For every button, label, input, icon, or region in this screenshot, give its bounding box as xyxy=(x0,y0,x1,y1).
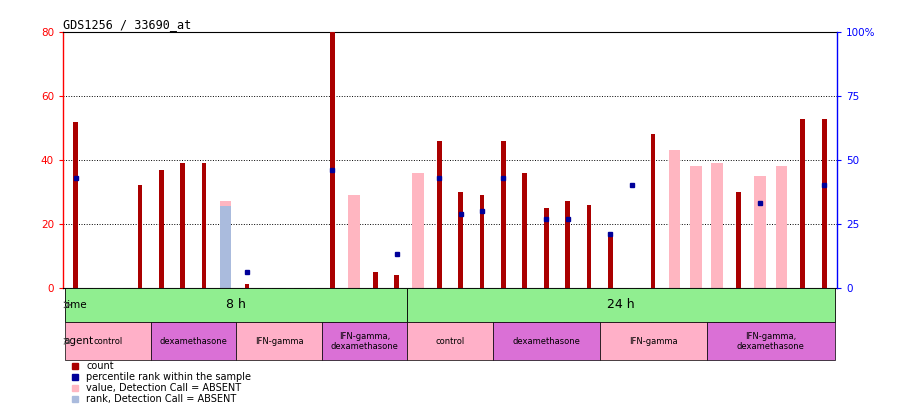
Bar xyxy=(150,322,236,360)
Text: GSM31707: GSM31707 xyxy=(351,290,356,328)
Bar xyxy=(501,141,506,288)
Text: GSM31678: GSM31678 xyxy=(436,290,442,328)
Text: IFN-gamma,
dexamethasone: IFN-gamma, dexamethasone xyxy=(330,332,399,351)
Bar xyxy=(407,288,835,322)
Bar xyxy=(394,275,399,288)
Text: IFN-gamma: IFN-gamma xyxy=(629,337,678,346)
Text: GSM31706: GSM31706 xyxy=(329,290,336,328)
Bar xyxy=(608,233,613,288)
Text: value, Detection Call = ABSENT: value, Detection Call = ABSENT xyxy=(86,383,241,393)
Text: percentile rank within the sample: percentile rank within the sample xyxy=(86,372,251,382)
Bar xyxy=(65,288,407,322)
Text: IFN-gamma,
dexamethasone: IFN-gamma, dexamethasone xyxy=(737,332,805,351)
Bar xyxy=(711,163,723,288)
Text: control: control xyxy=(94,337,122,346)
Bar xyxy=(544,208,549,288)
Bar xyxy=(599,322,706,360)
Text: count: count xyxy=(86,361,113,371)
Text: GSM31685: GSM31685 xyxy=(778,290,785,328)
Text: GSM31679: GSM31679 xyxy=(544,290,549,328)
Bar xyxy=(220,201,231,288)
Text: GSM31676: GSM31676 xyxy=(629,290,634,328)
Text: GDS1256 / 33690_at: GDS1256 / 33690_at xyxy=(63,18,191,31)
Text: GSM31695: GSM31695 xyxy=(94,290,100,328)
Text: 24 h: 24 h xyxy=(608,298,634,311)
Text: GSM31692: GSM31692 xyxy=(715,290,720,328)
Text: GSM31694: GSM31694 xyxy=(73,290,79,328)
Text: dexamethasone: dexamethasone xyxy=(159,337,228,346)
Text: rank, Detection Call = ABSENT: rank, Detection Call = ABSENT xyxy=(86,394,237,404)
Bar xyxy=(754,176,766,288)
Text: dexamethasone: dexamethasone xyxy=(512,337,580,346)
Text: 8 h: 8 h xyxy=(226,298,246,311)
Bar xyxy=(245,284,249,288)
Text: time: time xyxy=(63,300,87,310)
Text: GSM31700: GSM31700 xyxy=(201,290,207,328)
Text: GSM31677: GSM31677 xyxy=(735,290,742,328)
Bar xyxy=(407,322,493,360)
Bar xyxy=(651,134,655,288)
Bar xyxy=(220,206,231,288)
Text: GSM31705: GSM31705 xyxy=(308,290,314,328)
Text: GSM31698: GSM31698 xyxy=(158,290,165,328)
Text: GSM31683: GSM31683 xyxy=(564,290,571,328)
Text: GSM31680: GSM31680 xyxy=(650,290,656,328)
Bar xyxy=(565,201,570,288)
Text: GSM31690: GSM31690 xyxy=(500,290,507,328)
Text: GSM31682: GSM31682 xyxy=(458,290,464,328)
Bar xyxy=(587,205,591,288)
Bar xyxy=(800,119,806,288)
Text: GSM31675: GSM31675 xyxy=(522,290,527,328)
Text: agent: agent xyxy=(63,336,94,346)
Bar xyxy=(523,173,527,288)
Text: GSM31688: GSM31688 xyxy=(693,290,699,328)
Bar xyxy=(180,163,185,288)
Bar xyxy=(412,173,424,288)
Bar xyxy=(669,150,680,288)
Text: control: control xyxy=(436,337,464,346)
Bar xyxy=(321,322,407,360)
Text: GSM31708: GSM31708 xyxy=(373,290,378,328)
Text: GSM31709: GSM31709 xyxy=(393,290,400,328)
Text: GSM31681: GSM31681 xyxy=(757,290,763,328)
Bar xyxy=(493,322,599,360)
Bar xyxy=(822,119,826,288)
Text: GSM31689: GSM31689 xyxy=(800,290,806,328)
Bar xyxy=(690,166,702,288)
Bar xyxy=(480,195,484,288)
Bar xyxy=(776,166,788,288)
Text: GSM31704: GSM31704 xyxy=(286,290,292,328)
Bar xyxy=(159,170,164,288)
Text: GSM31684: GSM31684 xyxy=(671,290,678,328)
Text: GSM31703: GSM31703 xyxy=(266,290,271,328)
Text: GSM31701: GSM31701 xyxy=(222,290,229,328)
Text: GSM31687: GSM31687 xyxy=(586,290,592,328)
Text: GSM31699: GSM31699 xyxy=(180,290,185,328)
Bar xyxy=(65,322,150,360)
Bar xyxy=(74,122,78,288)
Text: GSM31691: GSM31691 xyxy=(608,290,614,328)
Text: GSM31702: GSM31702 xyxy=(244,290,250,328)
Bar xyxy=(330,32,335,288)
Text: IFN-gamma: IFN-gamma xyxy=(255,337,303,346)
Bar xyxy=(373,272,377,288)
Bar xyxy=(348,195,360,288)
Bar xyxy=(236,322,321,360)
Bar xyxy=(138,185,142,288)
Text: GSM31686: GSM31686 xyxy=(479,290,485,328)
Bar xyxy=(458,192,463,288)
Text: GSM31693: GSM31693 xyxy=(821,290,827,328)
Bar xyxy=(736,192,741,288)
Text: GSM31674: GSM31674 xyxy=(415,290,421,328)
Bar xyxy=(706,322,835,360)
Bar xyxy=(202,163,206,288)
Text: GSM31696: GSM31696 xyxy=(115,290,122,328)
Text: GSM31697: GSM31697 xyxy=(137,290,143,328)
Bar xyxy=(437,141,442,288)
